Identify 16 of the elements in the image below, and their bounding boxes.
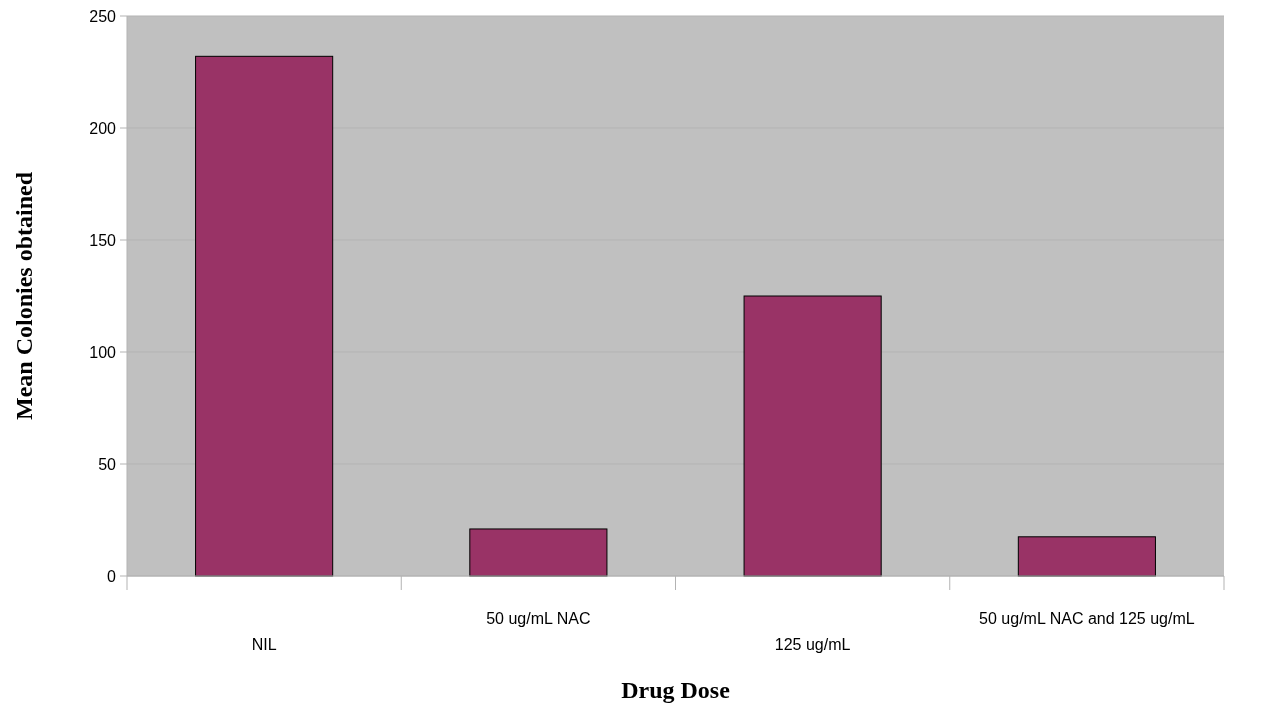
y-tick-label: 100 — [89, 343, 117, 361]
y-tick-label: 50 — [98, 455, 117, 473]
x-axis-title: Drug Dose — [621, 677, 731, 703]
y-tick-label: 250 — [89, 7, 117, 25]
bar — [195, 55, 334, 577]
y-tick-label: 0 — [107, 567, 117, 585]
bar — [1017, 536, 1156, 577]
x-tick-label: 50 ug/mL NAC — [486, 610, 591, 627]
bar — [469, 528, 608, 577]
bar — [743, 295, 882, 577]
x-tick-label: 125 ug/mL — [774, 636, 851, 653]
y-axis-title: Mean Colonies obtained — [11, 171, 37, 421]
x-tick-label: 50 ug/mL NAC and 125 ug/mL — [979, 610, 1195, 627]
x-tick-label: NIL — [251, 636, 277, 653]
y-tick-label: 150 — [89, 231, 117, 249]
y-tick-label: 200 — [89, 119, 117, 137]
